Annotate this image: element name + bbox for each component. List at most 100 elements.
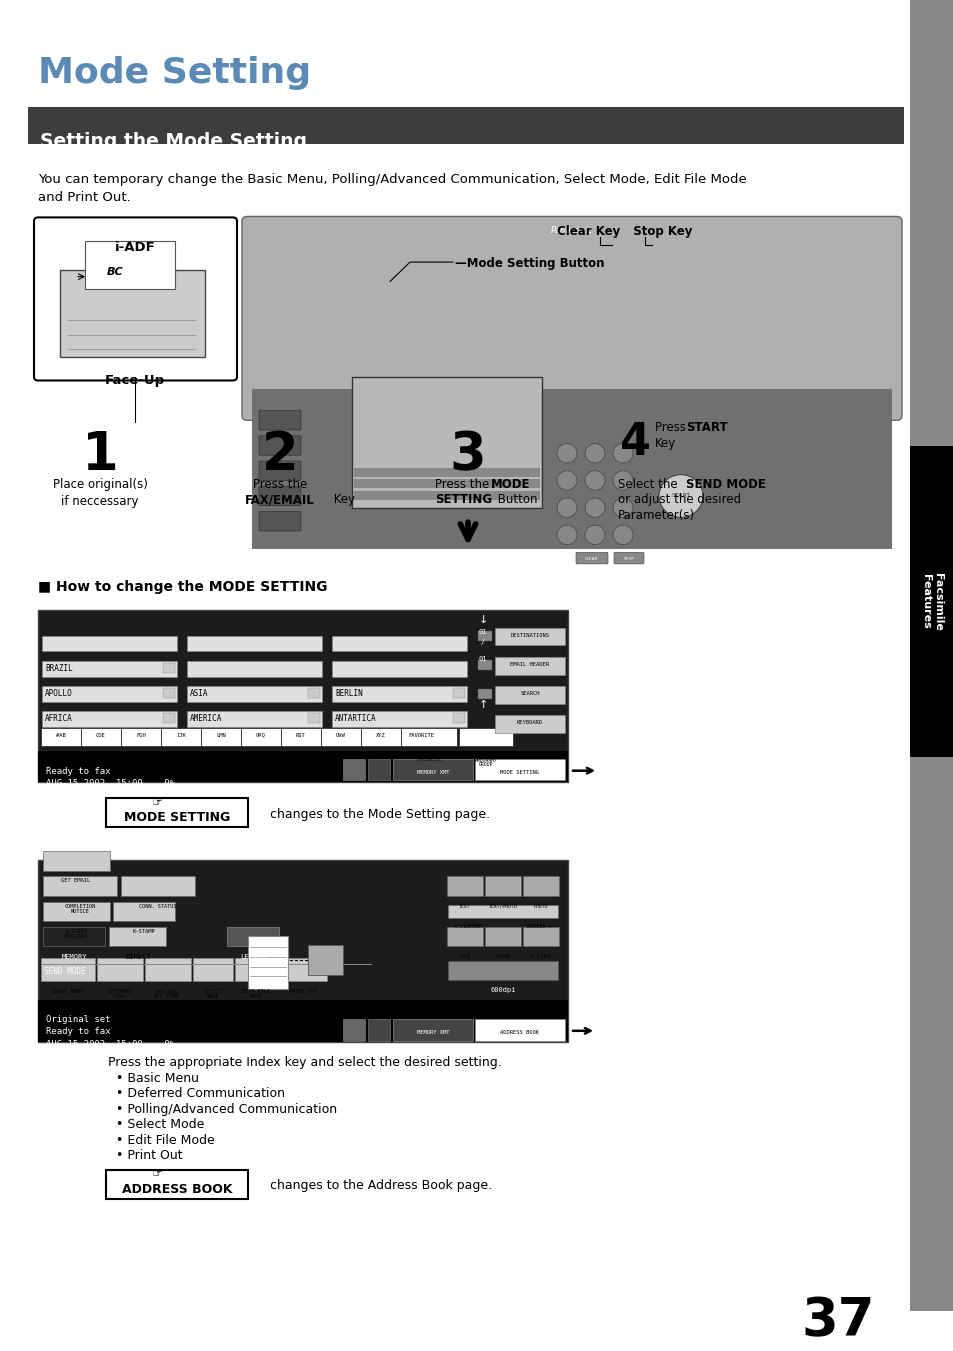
Text: Press: Press — [655, 422, 689, 434]
Text: #AB: #AB — [56, 732, 66, 738]
Text: FAX/EMAIL: FAX/EMAIL — [245, 493, 314, 507]
Bar — [187, 636, 322, 651]
Bar — [252, 389, 891, 411]
Text: Select the: Select the — [618, 477, 680, 490]
FancyBboxPatch shape — [278, 958, 327, 981]
Text: OPQ: OPQ — [255, 732, 266, 738]
Circle shape — [584, 470, 604, 490]
FancyBboxPatch shape — [85, 240, 174, 289]
FancyBboxPatch shape — [484, 927, 520, 946]
Text: AUG-15-2002  15:00    0%: AUG-15-2002 15:00 0% — [46, 1039, 174, 1048]
Text: or adjust the desired: or adjust the desired — [618, 493, 740, 507]
Text: SEND MODE: SEND MODE — [685, 477, 765, 490]
Bar — [448, 905, 558, 919]
Text: i-ADF: i-ADF — [114, 240, 155, 254]
Text: • Basic Menu: • Basic Menu — [108, 1071, 199, 1085]
Text: Face-Up: Face-Up — [105, 374, 165, 386]
Text: 3: 3 — [449, 430, 486, 481]
Bar — [332, 686, 467, 701]
Text: EDIT FILE
MODE: EDIT FILE MODE — [242, 989, 270, 1000]
Text: UVW: UVW — [335, 732, 346, 738]
Bar — [354, 480, 539, 488]
Text: APOLLO: APOLLO — [45, 689, 72, 698]
Text: TEXT: TEXT — [458, 904, 470, 909]
Circle shape — [557, 526, 577, 544]
Text: ☞: ☞ — [152, 796, 164, 809]
Text: Original set: Original set — [46, 1016, 111, 1024]
Text: ↑: ↑ — [477, 700, 487, 709]
Text: BERLIN: BERLIN — [335, 689, 362, 698]
Bar — [252, 389, 891, 550]
Bar — [163, 688, 174, 698]
Text: DEFERRED
COMM.: DEFERRED COMM. — [108, 989, 132, 1000]
FancyBboxPatch shape — [227, 927, 278, 946]
Text: 1: 1 — [82, 430, 118, 481]
FancyBboxPatch shape — [60, 270, 205, 357]
Text: Clear Key: Clear Key — [557, 226, 619, 238]
Bar — [38, 861, 567, 1043]
FancyBboxPatch shape — [458, 728, 513, 746]
Bar — [477, 661, 492, 670]
Bar — [42, 661, 177, 677]
FancyBboxPatch shape — [258, 411, 301, 430]
FancyBboxPatch shape — [614, 553, 643, 563]
Text: Setting the Mode Setting: Setting the Mode Setting — [40, 132, 307, 151]
Circle shape — [557, 470, 577, 490]
Text: MODE: MODE — [491, 477, 530, 490]
Text: Press the appropriate Index key and select the desired setting.: Press the appropriate Index key and sele… — [108, 1056, 501, 1069]
Circle shape — [613, 526, 633, 544]
Text: • Select Mode: • Select Mode — [108, 1119, 204, 1131]
Text: MEMORY XMT: MEMORY XMT — [416, 1029, 449, 1035]
Text: CONN. STATUS: CONN. STATUS — [139, 904, 176, 909]
Text: • Polling/Advanced Communication: • Polling/Advanced Communication — [108, 1102, 336, 1116]
Text: You can temporary change the Basic Menu, Polling/Advanced Communication, Select : You can temporary change the Basic Menu,… — [38, 173, 746, 204]
Text: 2-SIDED
ORIGINAL: 2-SIDED ORIGINAL — [64, 929, 89, 939]
Text: RST: RST — [295, 732, 306, 738]
Circle shape — [584, 526, 604, 544]
FancyBboxPatch shape — [495, 715, 564, 732]
Bar — [163, 713, 174, 723]
Text: Press the: Press the — [435, 477, 493, 490]
Text: BC: BC — [107, 267, 123, 277]
FancyBboxPatch shape — [201, 728, 241, 746]
Bar — [308, 713, 319, 723]
FancyBboxPatch shape — [161, 728, 201, 746]
Text: FAVORITE: FAVORITE — [408, 732, 434, 738]
Text: DARKER ▷: DARKER ▷ — [526, 924, 552, 929]
Circle shape — [584, 443, 604, 463]
Bar — [393, 1019, 473, 1040]
Bar — [248, 936, 288, 989]
Text: ■ How to change the MODE SETTING: ■ How to change the MODE SETTING — [38, 581, 327, 594]
Text: Key: Key — [655, 436, 676, 450]
Bar — [343, 759, 365, 781]
Text: LETTER: LETTER — [240, 954, 266, 961]
Text: Ready to fax: Ready to fax — [46, 767, 111, 775]
Text: IJK: IJK — [176, 732, 186, 738]
FancyBboxPatch shape — [112, 901, 174, 921]
Text: GET EMAIL: GET EMAIL — [61, 878, 91, 884]
Text: EMAIL HEADER: EMAIL HEADER — [510, 662, 549, 667]
Text: FGH: FGH — [136, 732, 146, 738]
Text: Stop Key: Stop Key — [624, 226, 692, 238]
Circle shape — [557, 499, 577, 517]
FancyBboxPatch shape — [43, 901, 110, 921]
Text: changes to the Address Book page.: changes to the Address Book page. — [270, 1179, 492, 1193]
Text: KEYBOARD: KEYBOARD — [517, 720, 542, 725]
FancyBboxPatch shape — [43, 927, 105, 946]
Text: SELECT
MODE: SELECT MODE — [203, 989, 222, 1000]
Bar — [42, 712, 177, 727]
Text: 37: 37 — [801, 1296, 874, 1348]
FancyBboxPatch shape — [320, 728, 360, 746]
Text: AFRICA: AFRICA — [45, 715, 72, 723]
Text: 600dpi: 600dpi — [490, 988, 516, 993]
FancyBboxPatch shape — [258, 436, 301, 455]
Text: ANTARTICA: ANTARTICA — [335, 715, 376, 723]
Text: CLEAR: CLEAR — [584, 557, 598, 561]
Text: XYZ: XYZ — [375, 732, 385, 738]
Bar — [475, 759, 564, 781]
Text: STD: STD — [459, 954, 470, 959]
Text: DESTINATIONS: DESTINATIONS — [510, 632, 549, 638]
Text: LMN: LMN — [216, 732, 226, 738]
FancyBboxPatch shape — [241, 728, 281, 746]
Bar — [38, 751, 567, 782]
